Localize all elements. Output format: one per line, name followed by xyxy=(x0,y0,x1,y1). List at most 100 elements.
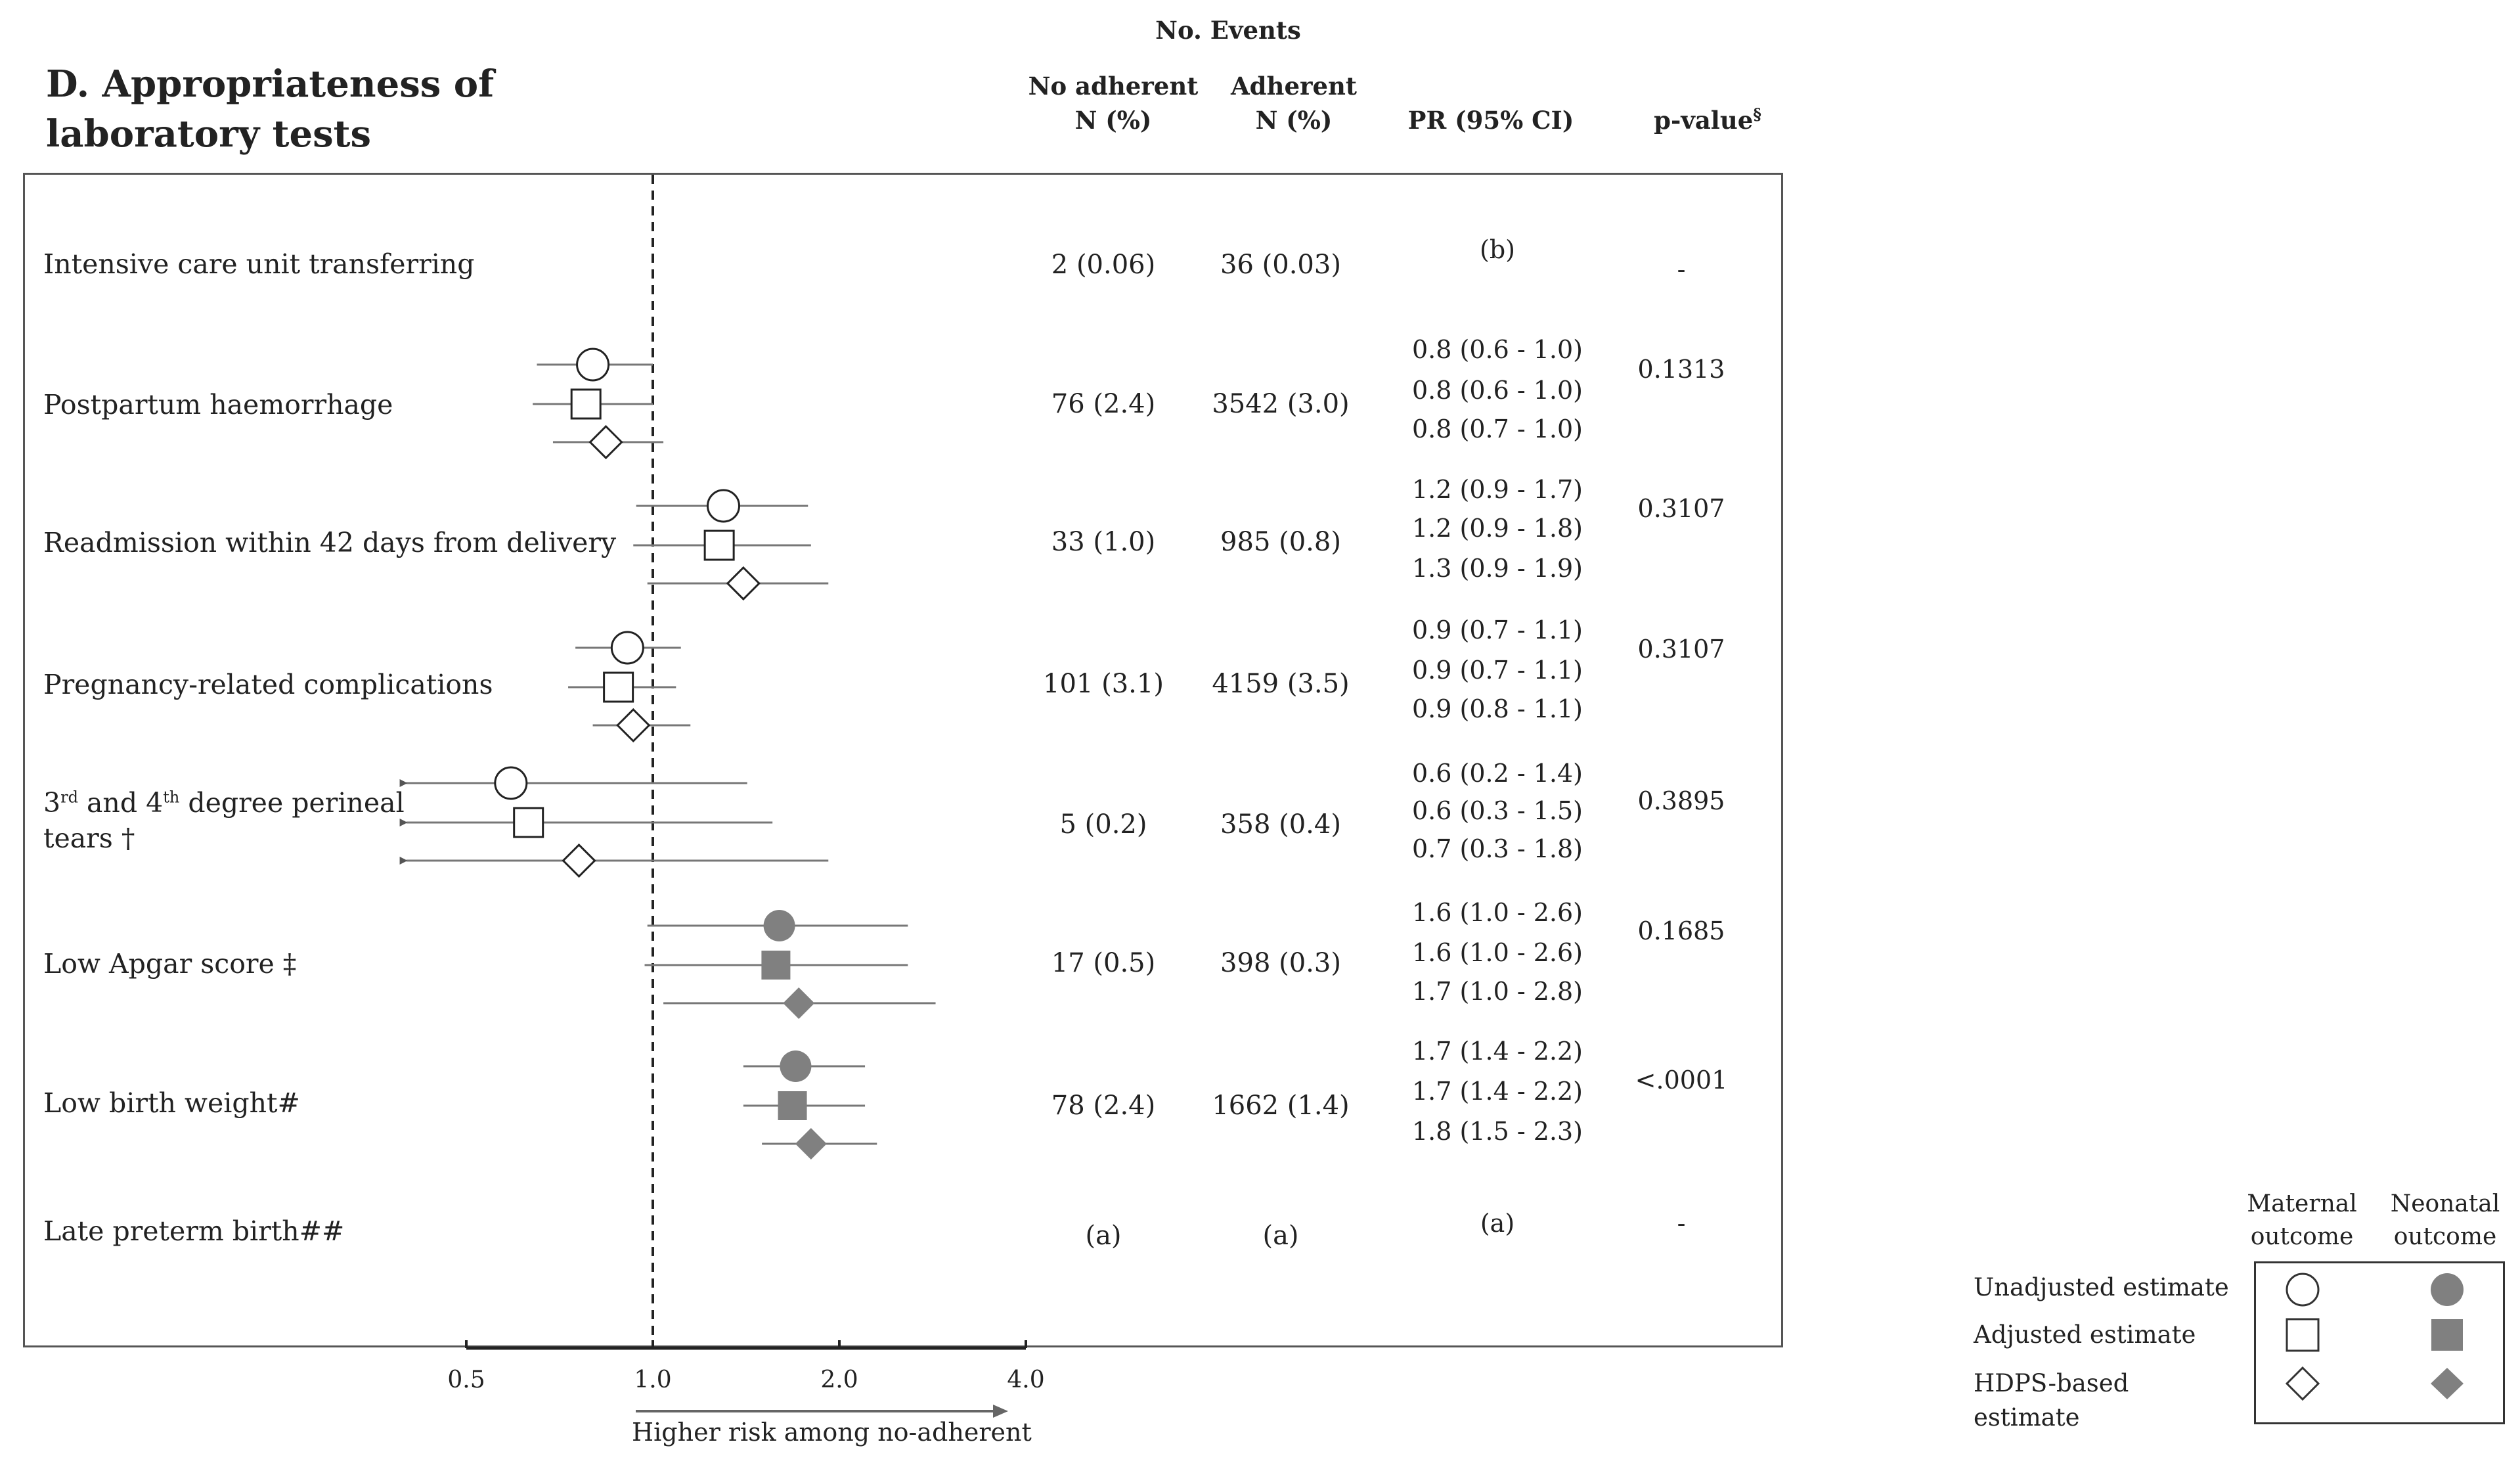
legend-maternal-line2: outcome xyxy=(2250,1223,2354,1250)
point-unadjusted-5 xyxy=(763,910,795,941)
row-label-preterm: Late preterm birth## xyxy=(43,1215,345,1247)
adh-perineal: 358 (0.4) xyxy=(1220,809,1341,840)
noadh-readmission: 33 (1.0) xyxy=(1051,527,1156,557)
row-label-pph: Postpartum haemorrhage xyxy=(43,389,393,420)
legend-hdps-line1: HDPS-based xyxy=(1974,1369,2129,1397)
perineal-rd: rd xyxy=(60,788,78,807)
perineal-and4: and 4 xyxy=(77,787,164,819)
point-unadjusted-3 xyxy=(610,631,644,665)
perineal-line1: 3rd and 4th degree perineal xyxy=(43,785,405,821)
noadh-icu: 2 (0.06) xyxy=(1051,250,1156,280)
noadh-complications: 101 (3.1) xyxy=(1043,669,1164,699)
row-label-apgar: Low Apgar score ‡ xyxy=(43,948,297,980)
point-adjusted-5 xyxy=(761,951,791,980)
pr-bw-unadj: 1.7 (1.4 - 2.2) xyxy=(1411,1037,1583,1066)
point-unadjusted-2 xyxy=(706,489,740,523)
pr-perin-hdps: 0.7 (0.3 - 1.8) xyxy=(1411,834,1583,863)
point-hdps-5 xyxy=(783,987,815,1019)
row-label-perineal: 3rd and 4th degree perineal tears † xyxy=(43,785,405,856)
tick-label-2-0: 2.0 xyxy=(820,1366,858,1393)
col-adh-line2: N (%) xyxy=(1255,106,1333,135)
events-header: No. Events xyxy=(1155,16,1301,45)
noadh-preterm: (a) xyxy=(1085,1221,1122,1251)
pr-icu: (b) xyxy=(1480,235,1515,264)
pr-compl-unadj: 0.9 (0.7 - 1.1) xyxy=(1411,616,1583,644)
legend-diamond-open xyxy=(2285,1366,2320,1401)
legend-label-hdps: HDPS-based estimate xyxy=(1974,1366,2129,1435)
pr-pph-adj: 0.8 (0.6 - 1.0) xyxy=(1411,376,1583,405)
tick-label-0-5: 0.5 xyxy=(447,1366,485,1393)
pr-readm-hdps: 1.3 (0.9 - 1.9) xyxy=(1411,554,1583,583)
col-noadh-line2: N (%) xyxy=(1074,106,1152,135)
pr-bw-hdps: 1.8 (1.5 - 2.3) xyxy=(1411,1117,1583,1146)
legend-label-unadjusted: Unadjusted estimate xyxy=(1974,1273,2229,1301)
legend-maternal-header: Maternal outcome xyxy=(2233,1188,2371,1253)
point-adjusted-2 xyxy=(703,530,735,561)
row-label-icu: Intensive care unit transferring xyxy=(43,248,475,280)
x-axis-ticks xyxy=(465,1340,1027,1348)
legend-square-filled xyxy=(2431,1319,2463,1351)
col-adh-header: Adherent N (%) xyxy=(1208,69,1379,137)
pval-readmission: 0.3107 xyxy=(1637,494,1725,523)
pr-apgar-unadj: 1.6 (1.0 - 2.6) xyxy=(1411,898,1583,927)
point-hdps-6 xyxy=(795,1128,827,1160)
pval-icu: - xyxy=(1677,255,1686,284)
col-pval-superscript: § xyxy=(1753,104,1761,124)
tick-label-4-0: 4.0 xyxy=(1007,1366,1045,1393)
pr-readm-unadj: 1.2 (0.9 - 1.7) xyxy=(1411,475,1583,504)
pr-apgar-hdps: 1.7 (1.0 - 2.8) xyxy=(1411,977,1583,1006)
col-adh-line1: Adherent xyxy=(1230,72,1358,101)
point-adjusted-3 xyxy=(603,671,634,703)
pr-perin-unadj: 0.6 (0.2 - 1.4) xyxy=(1411,759,1583,788)
panel-title: D. Appropriateness of laboratory tests xyxy=(46,62,495,156)
legend-box xyxy=(2254,1261,2505,1424)
pval-birthweight: <.0001 xyxy=(1635,1066,1728,1095)
axis-arrow-label: Higher risk among no-adherent xyxy=(632,1418,1032,1447)
row-label-birthweight: Low birth weight# xyxy=(43,1087,300,1119)
legend-square-open xyxy=(2286,1318,2320,1352)
point-hdps-4 xyxy=(562,843,596,878)
pval-preterm: - xyxy=(1677,1209,1686,1238)
pval-perineal: 0.3895 xyxy=(1637,786,1725,815)
row-label-readmission: Readmission within 42 days from delivery xyxy=(43,527,617,558)
point-unadjusted-4 xyxy=(494,766,528,800)
point-unadjusted-1 xyxy=(576,348,610,382)
pval-apgar: 0.1685 xyxy=(1637,916,1725,945)
point-hdps-2 xyxy=(726,566,761,601)
point-hdps-3 xyxy=(616,708,651,743)
col-pval-header: p-value§ xyxy=(1629,103,1786,137)
adh-pph: 3542 (3.0) xyxy=(1212,389,1350,419)
point-unadjusted-6 xyxy=(780,1050,812,1082)
adh-icu: 36 (0.03) xyxy=(1220,250,1341,280)
col-pval-label: p-value xyxy=(1654,106,1754,135)
tick-label-1-0: 1.0 xyxy=(634,1366,672,1393)
pr-perin-adj: 0.6 (0.3 - 1.5) xyxy=(1411,796,1583,825)
pr-readm-adj: 1.2 (0.9 - 1.8) xyxy=(1411,514,1583,543)
perineal-line2: tears † xyxy=(43,823,135,854)
point-hdps-1 xyxy=(588,424,623,460)
legend-neonatal-line1: Neonatal xyxy=(2390,1190,2500,1217)
point-adjusted-1 xyxy=(570,388,602,420)
pr-preterm: (a) xyxy=(1480,1209,1515,1238)
row-label-complications: Pregnancy-related complications xyxy=(43,669,493,700)
legend-maternal-line1: Maternal xyxy=(2247,1190,2357,1217)
adh-birthweight: 1662 (1.4) xyxy=(1212,1091,1350,1121)
legend-neonatal-line2: outcome xyxy=(2393,1223,2497,1250)
point-adjusted-4 xyxy=(513,807,544,838)
pval-pph: 0.1313 xyxy=(1637,355,1725,384)
pr-bw-adj: 1.7 (1.4 - 2.2) xyxy=(1411,1077,1583,1106)
legend-circle-open xyxy=(2286,1273,2320,1307)
point-adjusted-6 xyxy=(778,1091,807,1120)
legend-neonatal-header: Neonatal outcome xyxy=(2376,1188,2514,1253)
perineal-degree: degree perineal xyxy=(179,787,405,819)
adh-readmission: 985 (0.8) xyxy=(1220,527,1341,557)
risk-arrow-head xyxy=(993,1405,1008,1418)
col-noadh-line1: No adherent xyxy=(1028,72,1199,101)
legend-diamond-filled xyxy=(2431,1368,2464,1399)
noadh-apgar: 17 (0.5) xyxy=(1051,948,1156,978)
col-noadh-header: No adherent N (%) xyxy=(1025,69,1202,137)
pr-apgar-adj: 1.6 (1.0 - 2.6) xyxy=(1411,938,1583,967)
perineal-3: 3 xyxy=(43,787,61,819)
pr-compl-hdps: 0.9 (0.8 - 1.1) xyxy=(1411,694,1583,723)
